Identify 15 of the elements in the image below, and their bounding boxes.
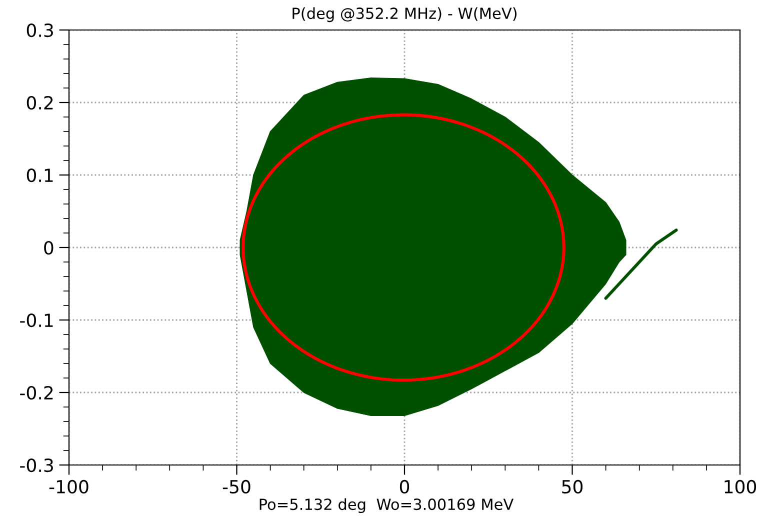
y-tick-label: -0.1 <box>20 313 53 328</box>
x-tick-label: 0 <box>400 480 410 494</box>
line-series <box>604 228 678 300</box>
text: Po=5.132 deg Wo=3.00169 MeV <box>260 498 514 514</box>
y-tick-label: 0.1 <box>26 168 53 182</box>
y-tick-label: 0.3 <box>26 23 53 38</box>
x-tick-label: 50 <box>562 480 583 494</box>
x-tick-label: -50 <box>222 480 250 494</box>
y-tick-label: -0.3 <box>20 458 53 472</box>
y-tick-label: 0 <box>44 240 54 255</box>
y-tick-label: -0.2 <box>20 386 53 400</box>
y-tick-label: 0.2 <box>26 96 53 110</box>
x-tick-label: -100 <box>49 480 88 494</box>
chart-title: P(deg @352.2 MHz) - W(MeV) <box>292 7 516 22</box>
x-tick-label: 100 <box>724 480 756 494</box>
